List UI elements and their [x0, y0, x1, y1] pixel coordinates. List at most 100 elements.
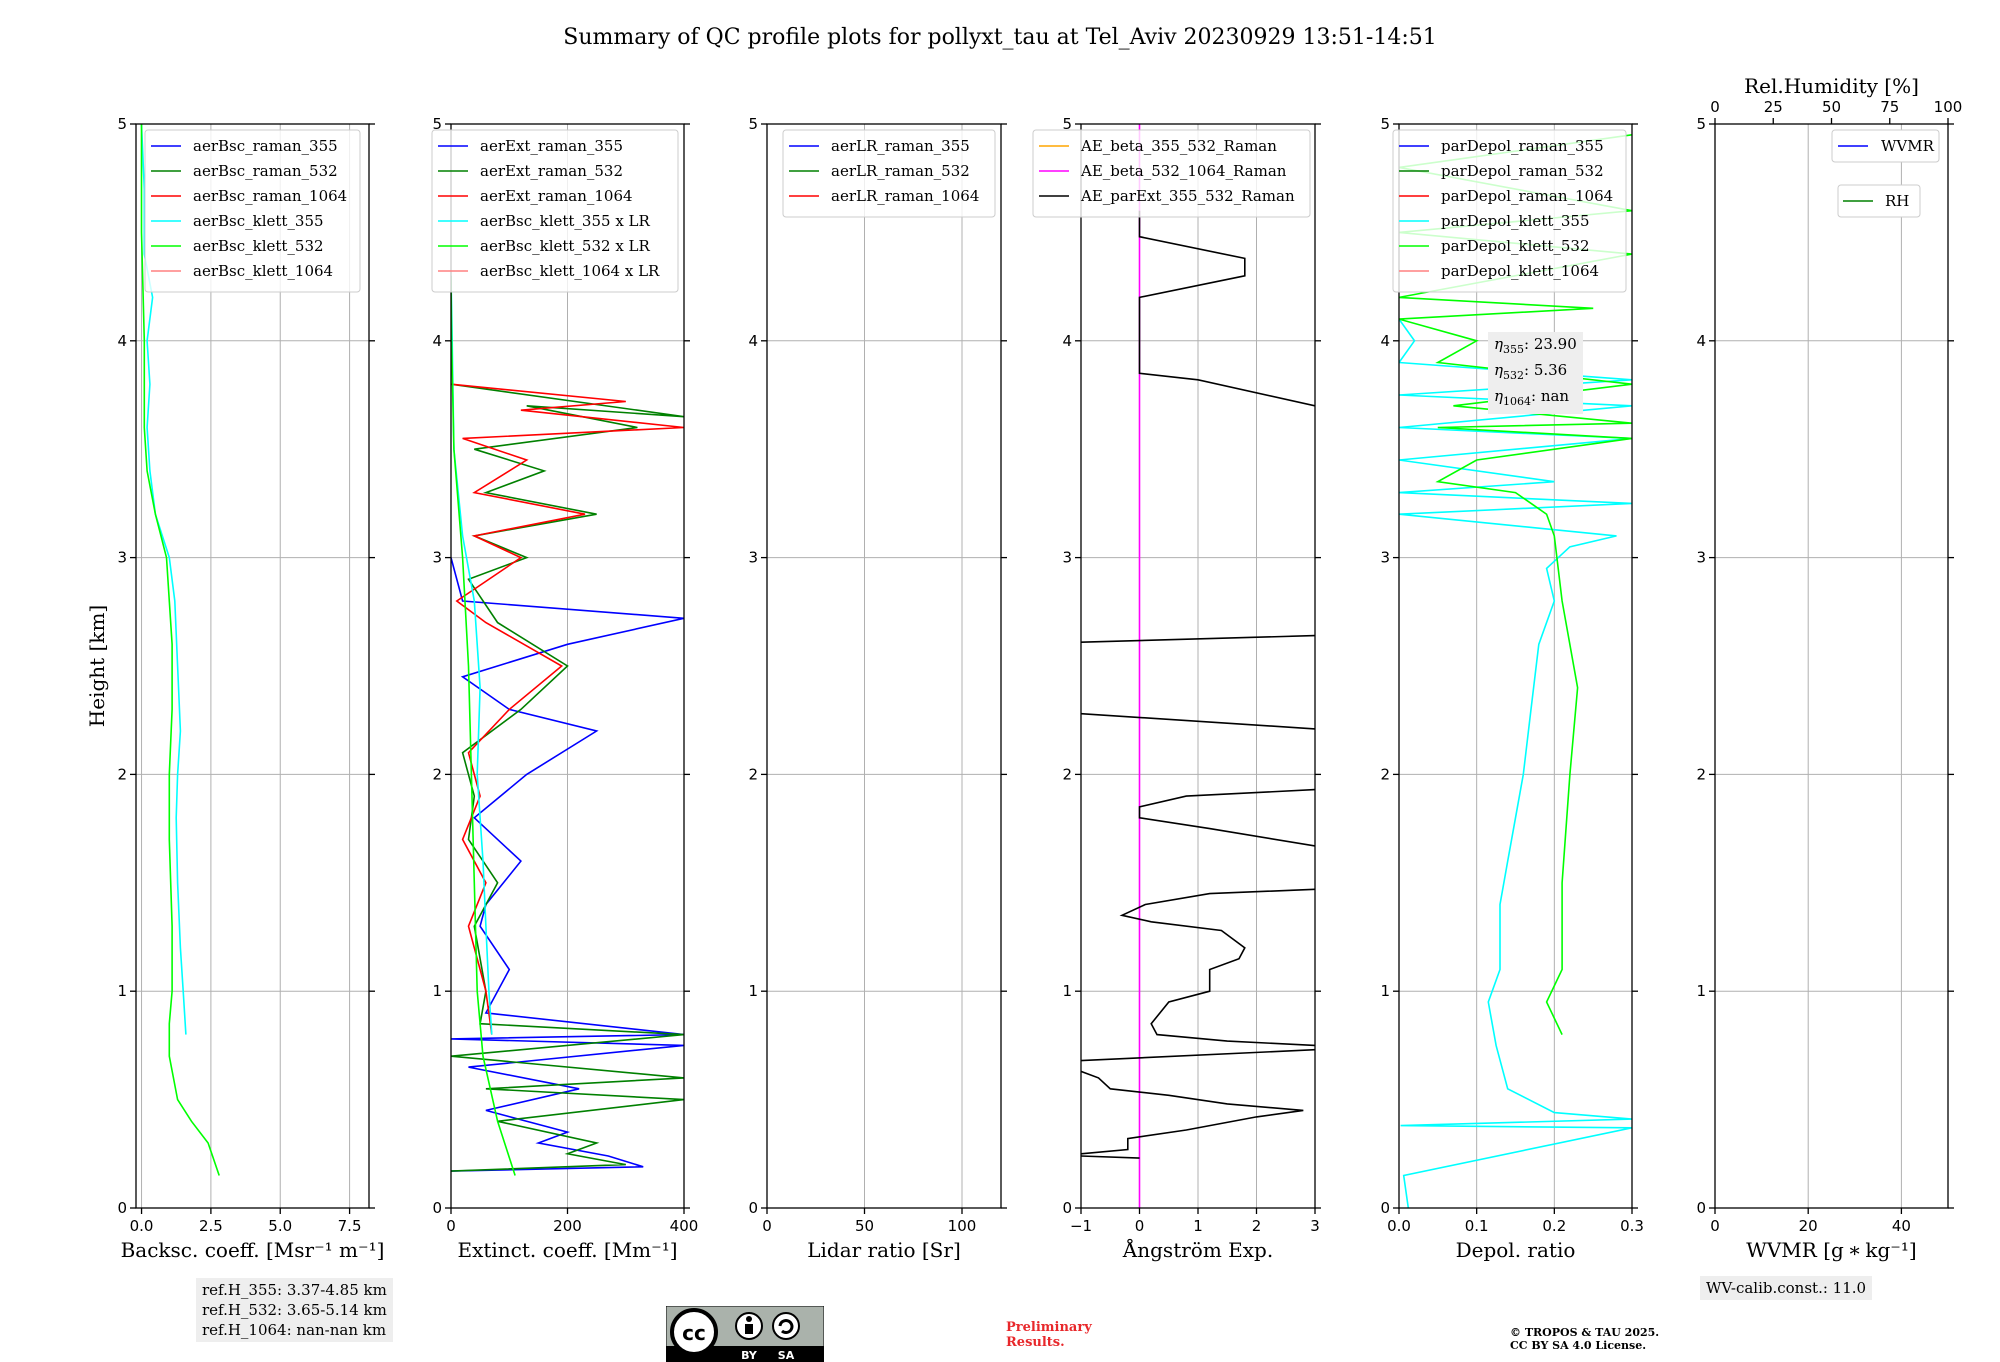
y-tick-label: 1 [1380, 982, 1390, 1000]
y-tick-label: 3 [1696, 549, 1706, 567]
y-tick-label: 3 [1380, 549, 1390, 567]
legend-frame [431, 129, 679, 293]
wv-calibration-box: WV-calib.const.: 11.0 [1700, 1276, 1873, 1300]
y-tick-label: 0 [1696, 1199, 1706, 1217]
top-x-tick-label: 50 [1822, 98, 1841, 116]
y-tick-label: 4 [1062, 332, 1072, 350]
legend-label: parDepol_klett_1064 [1441, 262, 1599, 280]
top-x-axis-label: Rel.Humidity [%] [1744, 74, 1919, 98]
legend-label: aerBsc_klett_532 x LR [480, 237, 651, 255]
y-tick-label: 2 [748, 765, 758, 783]
x-tick-label: 0.0 [1387, 1217, 1411, 1235]
legend-label: aerBsc_klett_532 [193, 237, 324, 255]
series-line-aerext-raman-1064 [451, 383, 684, 1035]
axes-frame [766, 123, 1002, 1209]
series-line-ae-parext-355-532-raman [1081, 1155, 1140, 1159]
legend: aerLR_raman_355 aerLR_raman_532 aerLR_rama… [782, 129, 996, 218]
y-tick-label: 2 [1696, 765, 1706, 783]
y-tick-label: 1 [432, 982, 442, 1000]
preliminary-line-2: Results. [1006, 1335, 1065, 1350]
legend-label: RH [1885, 192, 1909, 210]
legend-label: aerLR_raman_532 [831, 162, 970, 180]
y-tick-label: 4 [1696, 332, 1706, 350]
y-tick-label: 4 [1380, 332, 1390, 350]
x-tick-label: 2.5 [199, 1217, 223, 1235]
series-line-aerbsc-klett-532 [140, 124, 220, 1176]
axes-frame [1714, 123, 1949, 1209]
top-x-tick-label: 0 [1710, 98, 1720, 116]
eta-1064-line: η1064: nan [1494, 387, 1570, 408]
y-tick-label: 3 [117, 549, 127, 567]
y-axis-label: Height [km] [85, 605, 109, 727]
plot-series [140, 124, 220, 1176]
ref-h-355: ref.H_355: 3.37-4.85 km [202, 1281, 387, 1299]
y-tick-label: 1 [1062, 982, 1072, 1000]
y-tick-label: 2 [1062, 765, 1072, 783]
x-tick-label: 3 [1310, 1217, 1320, 1235]
legend-label: aerBsc_klett_355 x LR [480, 212, 651, 230]
x-tick-label: 0 [446, 1217, 456, 1235]
legend-label: parDepol_raman_355 [1441, 137, 1604, 155]
series-line-aerext-raman-532 [451, 383, 684, 1172]
legend-label: aerLR_raman_355 [831, 137, 970, 155]
eta-355-line: η355: 23.90 [1494, 335, 1577, 356]
top-x-tick-label: 25 [1764, 98, 1783, 116]
series-line-ae-parext-355-532-raman [1081, 1048, 1315, 1062]
legend-label: aerLR_raman_1064 [831, 187, 979, 205]
series-line-pardepol-klett-355 [1399, 318, 1632, 1208]
legend-frame [1032, 129, 1311, 218]
series-line-aerbsc-klett-355 [140, 124, 187, 1035]
copyright-notice: © TROPOS & TAU 2025. CC BY SA 4.0 Licens… [1510, 1326, 1659, 1352]
plot-series [1399, 134, 1632, 1208]
eta-1064-value: nan [1540, 387, 1570, 405]
y-tick-label: 4 [748, 332, 758, 350]
svg-text:cc: cc [682, 1321, 706, 1345]
x-axis-label: Ångström Exp. [1122, 1237, 1273, 1262]
x-tick-label: 0.2 [1542, 1217, 1566, 1235]
legend-frame [1837, 184, 1921, 218]
plot-series [1081, 124, 1315, 1208]
ref-h-1064: ref.H_1064: nan-nan km [202, 1321, 387, 1339]
legend-frame [1392, 129, 1627, 293]
legend-wvmr: WVMR [1831, 129, 1940, 163]
plot-series [451, 275, 684, 1176]
cc-icon [670, 1308, 718, 1356]
x-tick-label: 400 [670, 1217, 699, 1235]
panel-depolarization: 0.0 0.1 0.2 0.3 0 1 2 3 4 5 Depol. ratio parDepol_r… [1380, 115, 1643, 1262]
y-tick-label: 0 [1062, 1199, 1072, 1217]
legend: AE_beta_355_532_Raman AE_beta_532_1064_Ra… [1032, 129, 1311, 218]
legend-label: aerBsc_raman_355 [193, 137, 338, 155]
x-tick-label: 0 [1135, 1217, 1145, 1235]
x-tick-label: −1 [1070, 1217, 1092, 1235]
ref-h-532: ref.H_532: 3.65-5.14 km [202, 1301, 387, 1319]
legend-label: aerExt_raman_1064 [480, 187, 633, 205]
legend-label: aerExt_raman_532 [480, 162, 623, 180]
legend-label: parDepol_raman_1064 [1441, 187, 1613, 205]
series-line-ae-parext-355-532-raman [1119, 888, 1315, 1047]
x-tick-label: 50 [855, 1217, 874, 1235]
y-tick-label: 0 [1380, 1199, 1390, 1217]
cc-by-sa-badge: cc BY SA [666, 1306, 824, 1362]
y-tick-label: 5 [432, 115, 442, 133]
preliminary-line-1: Preliminary [1006, 1320, 1092, 1335]
y-tick-label: 0 [432, 1199, 442, 1217]
series-line-ae-parext-355-532-raman [1081, 1070, 1304, 1155]
x-tick-label: 0 [1710, 1217, 1720, 1235]
y-tick-label: 1 [117, 982, 127, 1000]
x-tick-label: 200 [553, 1217, 582, 1235]
panel-lidar_ratio: 0 50 100 0 1 2 3 4 5 Lidar ratio [Sr] aerLR_raman_… [748, 115, 1007, 1262]
y-tick-label: 0 [117, 1199, 127, 1217]
y-tick-label: 3 [748, 549, 758, 567]
eta-532-line: η532: 5.36 [1494, 361, 1568, 382]
legend-frame [1831, 129, 1940, 163]
legend: parDepol_raman_355 parDepol_raman_532 parD… [1392, 129, 1627, 293]
legend-frame [144, 129, 361, 293]
eta-532-value: 5.36 [1533, 361, 1568, 379]
preliminary-notice: Preliminary Results. [1006, 1320, 1092, 1350]
legend-label: AE_beta_355_532_Raman [1080, 137, 1277, 155]
legend-rh: RH [1837, 184, 1921, 218]
x-axis-label: Depol. ratio [1456, 1238, 1576, 1262]
y-tick-label: 5 [1062, 115, 1072, 133]
